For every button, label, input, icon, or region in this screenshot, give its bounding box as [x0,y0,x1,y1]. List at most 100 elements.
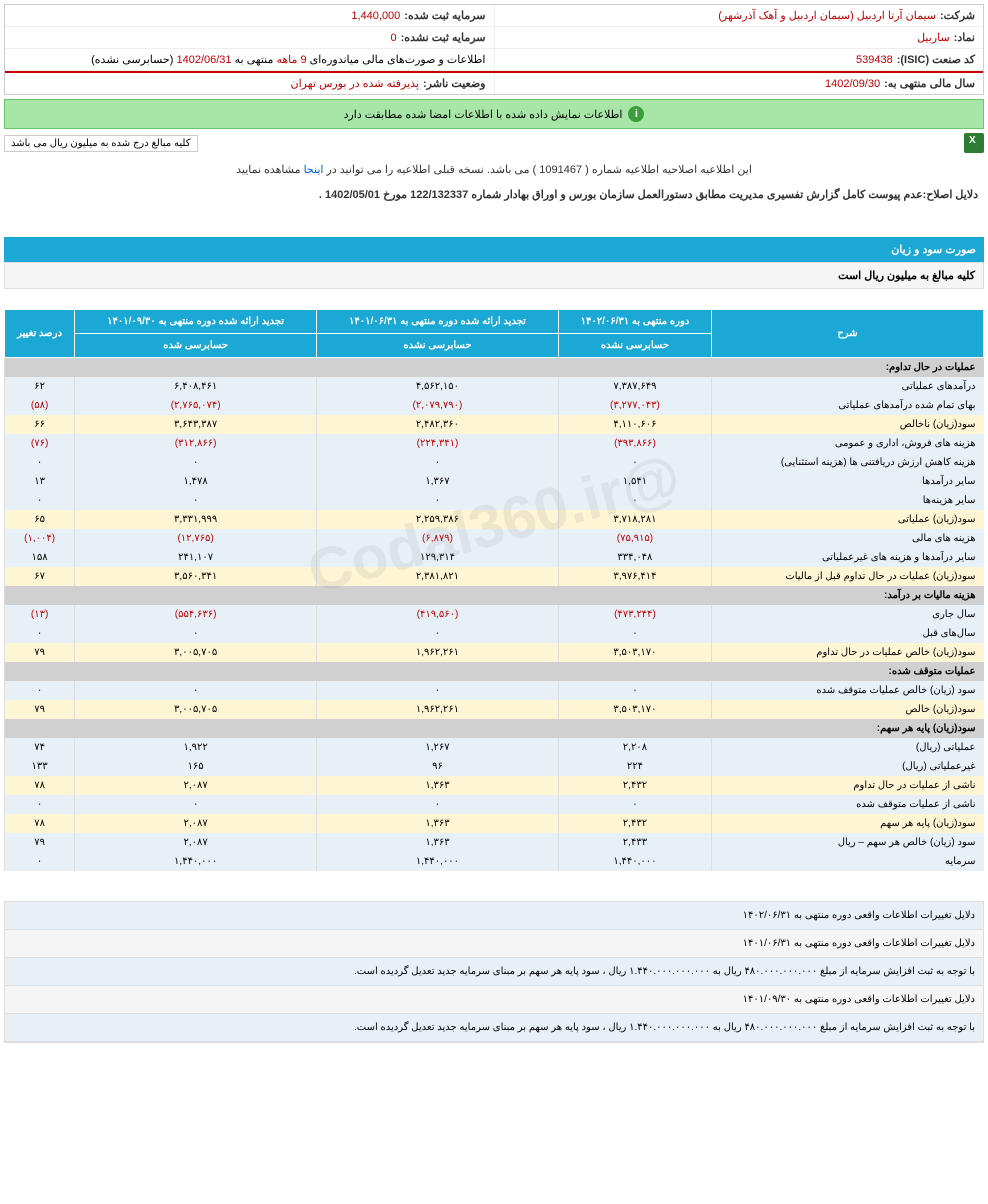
row-value: ۳,۰۰۵,۷۰۵ [75,700,317,719]
row-desc: هزینه های مالی [711,529,983,548]
row-value: ۱۳ [5,472,75,491]
th-col4: درصد تغییر [5,310,75,358]
row-value: ۷۸ [5,814,75,833]
row-desc: درآمدهای عملیاتی [711,377,983,396]
report-date: 1402/06/31 [176,54,231,66]
prev-notice-link[interactable]: اینجا [304,164,324,176]
row-value: ۰ [75,795,317,814]
row-value: ۲,۴۳۳ [558,833,711,852]
table-row: عملیات در حال تداوم: [5,358,984,378]
row-value: ۳,۰۰۵,۷۰۵ [75,643,317,662]
row-value: ۱,۳۶۷ [317,472,559,491]
row-value: (۱۳) [5,605,75,624]
info-text: اطلاعات نمایش داده شده با اطلاعات امضا ش… [344,108,623,121]
row-desc: غیرعملیاتی (ریال) [711,757,983,776]
footer-row: دلایل تغییرات اطلاعات واقعی دوره منتهی ب… [5,902,983,930]
table-row: سایر هزینه‌ها۰۰۰۰ [5,491,984,510]
symbol-label: نماد: [954,31,975,44]
row-value: (۱,۰۰۴) [5,529,75,548]
th-col2: تجدید ارائه شده دوره منتهی به ۱۴۰۱/۰۶/۳۱ [317,310,559,334]
row-desc: سود(زیان) پایه هر سهم [711,814,983,833]
capital-reg-value: 1,440,000 [351,10,400,22]
row-value: ۶,۴۰۸,۴۶۱ [75,377,317,396]
symbol-value: ساربیل [917,31,950,44]
table-row: سود(زیان) ناخالص۴,۱۱۰,۶۰۶۲,۴۸۲,۳۶۰۳,۶۴۳,… [5,415,984,434]
th-col3-sub: حسابرسی شده [75,334,317,358]
capital-unreg-value: 0 [391,32,397,44]
row-value: (۴۷۳,۲۴۴) [558,605,711,624]
row-value: (۱۲,۷۶۵) [75,529,317,548]
isic-value: 539438 [856,54,893,66]
row-value: ۲,۳۸۱,۸۲۱ [317,567,559,586]
info-icon: i [628,106,644,122]
section-subtitle: کلیه مبالغ به میلیون ریال است [4,262,984,289]
row-value: ۰ [5,453,75,472]
row-value: ۰ [558,681,711,700]
row-value: ۱,۲۶۷ [317,738,559,757]
year-label: سال مالی منتهی به: [884,77,975,90]
row-value: ۳,۵۰۳,۱۷۰ [558,700,711,719]
report-status: (حسابرسی نشده) [91,53,173,66]
row-value: ۰ [75,491,317,510]
row-value: ۰ [317,681,559,700]
row-value: ۳,۵۶۰,۳۴۱ [75,567,317,586]
table-row: سایر درآمدها۱,۵۴۱۱,۳۶۷۱,۴۷۸۱۳ [5,472,984,491]
row-value: ۶۶ [5,415,75,434]
excel-export-icon[interactable] [964,133,984,153]
row-value: ۰ [75,681,317,700]
row-value: ۰ [5,624,75,643]
table-row: سود(زیان) پایه هر سهم: [5,719,984,738]
row-value: ۳,۶۴۳,۳۸۷ [75,415,317,434]
publisher-label: وضعیت ناشر: [423,77,486,90]
row-value: ۶۵ [5,510,75,529]
table-row: سود(زیان) عملیات در حال تداوم قبل از مال… [5,567,984,586]
row-value: ۷۹ [5,700,75,719]
row-value: ۲,۰۸۷ [75,833,317,852]
row-value: ۳,۳۳۱,۹۹۹ [75,510,317,529]
row-value: ۰ [558,795,711,814]
table-row: عملیاتی (ریال)۲,۲۰۸۱,۲۶۷۱,۹۲۲۷۴ [5,738,984,757]
row-value: ۱,۳۶۳ [317,814,559,833]
row-value: (۳۱۲,۸۶۶) [75,434,317,453]
row-value: ۷۹ [5,833,75,852]
row-desc: سایر درآمدها [711,472,983,491]
row-value: ۳,۹۷۶,۴۱۴ [558,567,711,586]
table-row: سود (زیان) خالص هر سهم – ریال۲,۴۳۳۱,۳۶۳۲… [5,833,984,852]
row-value: ۲۴۱,۱۰۷ [75,548,317,567]
row-value: ۰ [317,624,559,643]
row-value: ۰ [317,795,559,814]
row-value: (۷۶) [5,434,75,453]
company-value: سیمان آرتا اردبیل (سیمان اردبیل و آهک آذ… [718,9,936,22]
row-desc: سال جاری [711,605,983,624]
row-value: ۱,۹۶۲,۲۶۱ [317,643,559,662]
row-value: (۵۸) [5,396,75,415]
info-bar: i اطلاعات نمایش داده شده با اطلاعات امضا… [4,99,984,129]
row-desc: سایر هزینه‌ها [711,491,983,510]
footer-row: با توجه به ثبت افزایش سرمایه از مبلغ ۴۸۰… [5,1014,983,1042]
row-value: ۲,۰۸۷ [75,814,317,833]
row-value: ۰ [5,795,75,814]
row-value: ۱۳۳ [5,757,75,776]
table-row: سود (زیان) خالص عملیات متوقف شده۰۰۰۰ [5,681,984,700]
table-row: ناشی از عملیات در حال تداوم۲,۴۳۲۱,۳۶۳۲,۰… [5,776,984,795]
table-row: سال‌های قبل۰۰۰۰ [5,624,984,643]
section-header-cell: سود(زیان) پایه هر سهم: [5,719,984,738]
row-desc: ناشی از عملیات متوقف شده [711,795,983,814]
row-desc: ناشی از عملیات در حال تداوم [711,776,983,795]
row-value: ۱,۴۷۸ [75,472,317,491]
row-value: ۱,۴۴۰,۰۰۰ [558,852,711,871]
row-value: ۷۴ [5,738,75,757]
row-desc: سال‌های قبل [711,624,983,643]
row-value: ۶۷ [5,567,75,586]
row-value: ۲,۴۳۲ [558,776,711,795]
isic-label: کد صنعت (ISIC): [897,53,975,66]
section-header-cell: هزینه مالیات بر درآمد: [5,586,984,605]
row-value: ۳,۵۰۳,۱۷۰ [558,643,711,662]
row-value: ۱۲۹,۳۱۴ [317,548,559,567]
row-value: ۹۶ [317,757,559,776]
row-desc: بهای تمام شده درآمدهای عملیاتی [711,396,983,415]
table-row: سود(زیان) خالص عملیات در حال تداوم۳,۵۰۳,… [5,643,984,662]
table-row: سود(زیان) پایه هر سهم۲,۴۳۲۱,۳۶۳۲,۰۸۷۷۸ [5,814,984,833]
row-value: (۲,۰۷۹,۷۹۰) [317,396,559,415]
row-value: (۴۱۹,۵۶۰) [317,605,559,624]
